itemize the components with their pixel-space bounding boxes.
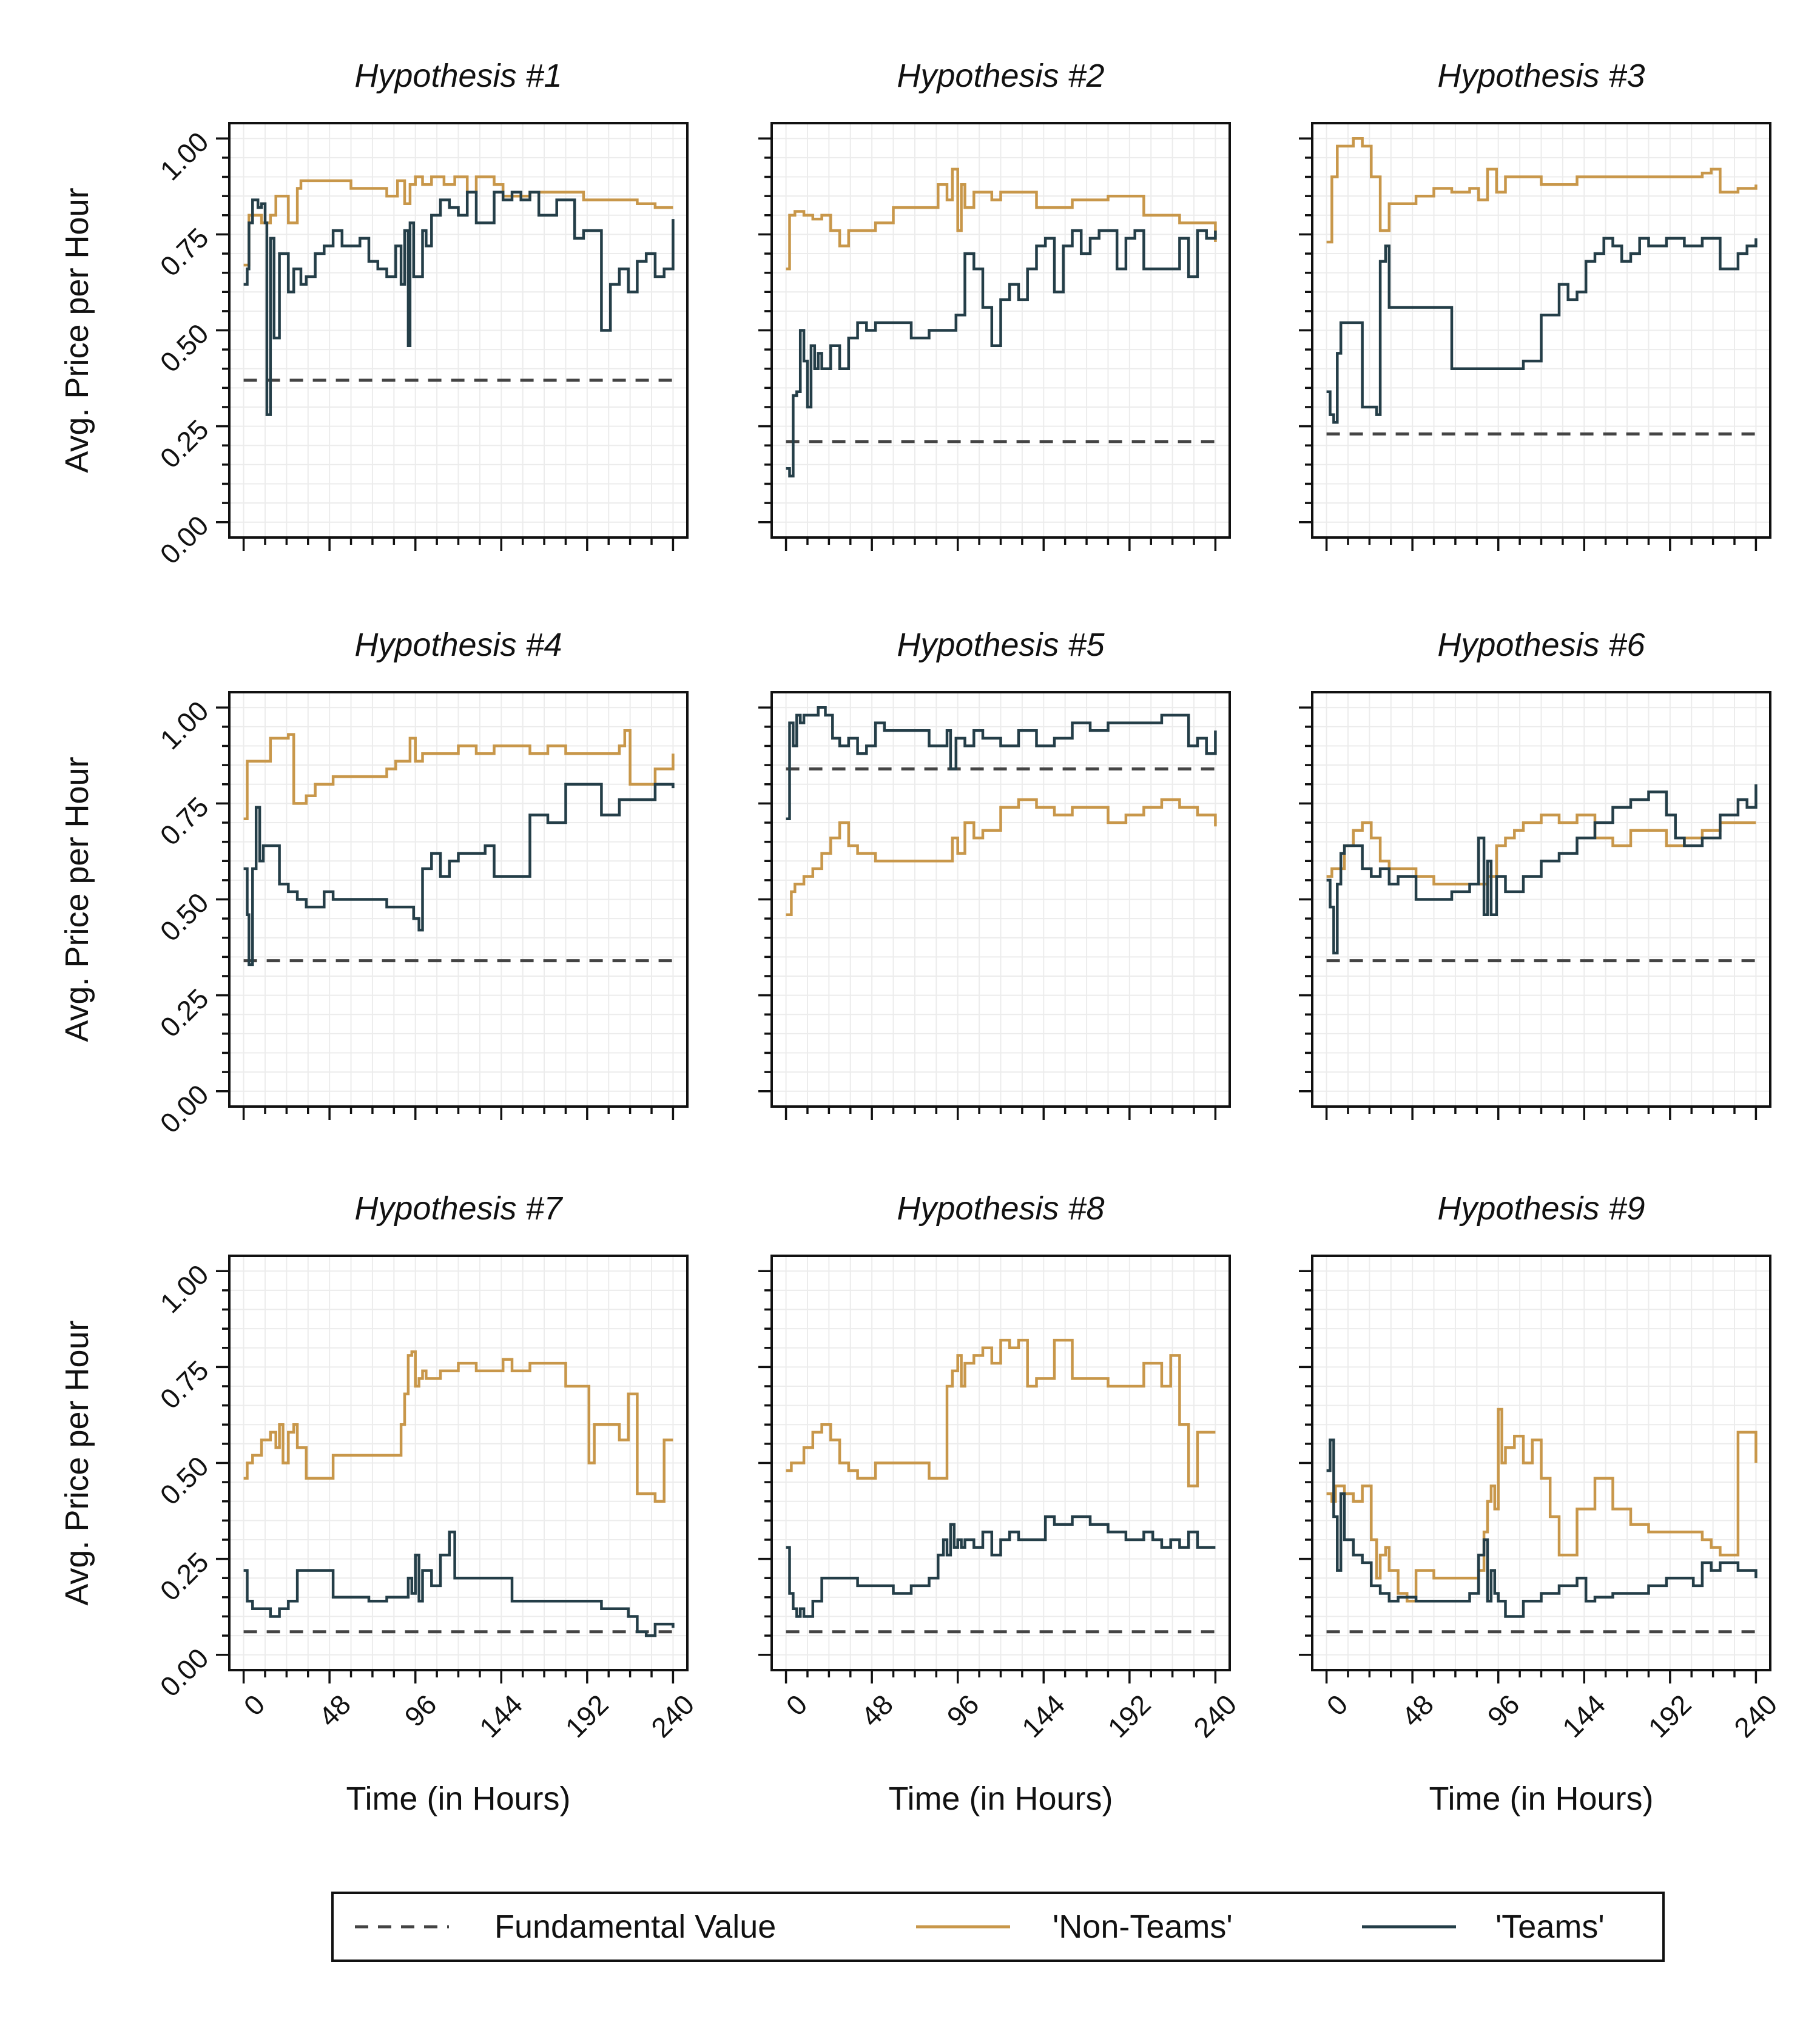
panel-title: Hypothesis #7: [354, 1190, 563, 1227]
panel-8: 0 48 96 144 192 240 Hypothesis #8 Time (in Hour…: [758, 1190, 1242, 1817]
x-tick-label: 240: [645, 1688, 700, 1744]
x-axis-title: Time (in Hours): [888, 1781, 1113, 1817]
x-tick-label: 0: [238, 1688, 271, 1722]
legend: Fundamental Value 'Non-Teams' 'Teams': [331, 1892, 1665, 1962]
x-axis-title: Time (in Hours): [1429, 1781, 1653, 1817]
x-tick-label: 48: [1395, 1688, 1440, 1733]
x-tick-label: 192: [1102, 1688, 1157, 1744]
panel-1: 0.00 0.25 0.50 0.75 1.00 Hypothesis #1 Avg. Pr…: [59, 58, 689, 570]
x-tick-label: 240: [1728, 1688, 1783, 1744]
panel-title: Hypothesis #3: [1437, 58, 1645, 94]
panel-title: Hypothesis #8: [897, 1190, 1104, 1227]
y-axis-title: Avg. Price per Hour: [59, 1320, 95, 1605]
x-tick-label: 0: [1321, 1688, 1354, 1722]
panel-3: Hypothesis #3: [1299, 58, 1771, 551]
series-line-non-teams: [786, 1338, 1216, 1488]
panel-title: Hypothesis #4: [354, 627, 562, 663]
legend-label-non-teams: 'Non-Teams': [1053, 1909, 1233, 1945]
y-tick-label: 0.75: [154, 1354, 215, 1415]
x-tick-label: 96: [941, 1688, 985, 1733]
y-tick-label: 0.25: [154, 982, 215, 1043]
series-line-non-teams: [1326, 1407, 1758, 1603]
series-line-teams: [1326, 784, 1758, 955]
x-tick-label: 144: [473, 1688, 528, 1744]
x-axis-title: Time (in Hours): [346, 1781, 570, 1817]
y-tick-label: 1.00: [154, 695, 215, 755]
y-tick-label: 0.00: [154, 510, 215, 570]
y-tick-label: 0.00: [154, 1642, 215, 1703]
x-tick-label: 0: [780, 1688, 814, 1722]
x-tick-label: 144: [1556, 1688, 1611, 1744]
x-tick-label: 144: [1016, 1688, 1071, 1744]
y-tick-label: 0.25: [154, 1546, 215, 1606]
series-line-non-teams: [1326, 137, 1758, 244]
panel-title: Hypothesis #1: [354, 58, 562, 94]
grid: [229, 123, 687, 538]
series-line-teams: [243, 783, 675, 966]
series-line-non-teams: [786, 167, 1217, 271]
series-line-non-teams: [1326, 814, 1756, 886]
panel-4: 0.00 0.25 0.50 0.75 1.00 Hypothesis #4 Avg. Pr…: [59, 627, 689, 1139]
series-line-teams: [1326, 237, 1758, 424]
legend-label-teams: 'Teams': [1495, 1909, 1605, 1945]
legend-label-fundamental: Fundamental Value: [494, 1909, 776, 1945]
panel-5: Hypothesis #5: [758, 627, 1231, 1120]
series-line-teams: [243, 190, 675, 416]
x-tick-label: 240: [1187, 1688, 1242, 1744]
y-axis-title: Avg. Price per Hour: [59, 757, 95, 1042]
series-line-teams: [1326, 1438, 1758, 1618]
x-tick-label: 96: [399, 1688, 443, 1733]
x-tick-label: 192: [559, 1688, 615, 1744]
grid: [1312, 123, 1770, 538]
y-tick-label: 0.50: [154, 317, 215, 378]
series-line-non-teams: [243, 729, 675, 820]
y-tick-label: 1.00: [154, 1258, 215, 1319]
x-tick-label: 48: [312, 1688, 357, 1733]
panel-title: Hypothesis #9: [1437, 1190, 1645, 1227]
series-line-non-teams: [243, 1350, 673, 1503]
y-tick-label: 0.75: [154, 221, 215, 282]
y-tick-label: 0.50: [154, 886, 215, 947]
series-line-non-teams: [243, 175, 673, 267]
series-line-non-teams: [786, 798, 1217, 917]
panel-2: Hypothesis #2: [758, 58, 1231, 551]
panel-title: Hypothesis #2: [897, 58, 1104, 94]
y-axis-title: Avg. Price per Hour: [59, 187, 95, 473]
chart-grid: 0.00 0.25 0.50 0.75 1.00 Hypothesis #1 Avg. Pr…: [59, 58, 1783, 1817]
grid: [772, 692, 1230, 1107]
grid: [772, 123, 1230, 538]
y-tick-label: 0.25: [154, 413, 215, 474]
panel-6: Hypothesis #6: [1299, 627, 1771, 1120]
panel-7: 0.00 0.25 0.50 0.75 1.00 0 48 96 144 192 240 Hypoth…: [59, 1190, 700, 1817]
y-tick-label: 0.00: [154, 1079, 215, 1139]
x-tick-label: 192: [1642, 1688, 1697, 1744]
panel-9: 0 48 96 144 192 240 Hypothesis #9 Time (in Hour…: [1299, 1190, 1783, 1817]
y-tick-label: 0.75: [154, 790, 215, 851]
panel-title: Hypothesis #6: [1437, 627, 1645, 663]
panel-title: Hypothesis #5: [897, 627, 1105, 663]
series-line-teams: [786, 229, 1217, 478]
x-tick-label: 96: [1481, 1688, 1526, 1733]
series-line-teams: [786, 706, 1217, 820]
x-tick-label: 48: [855, 1688, 899, 1733]
y-tick-label: 1.00: [154, 126, 215, 186]
series-line-teams: [786, 1515, 1216, 1618]
series-line-teams: [243, 1531, 675, 1637]
grid: [1312, 692, 1770, 1107]
y-tick-label: 0.50: [154, 1450, 215, 1511]
